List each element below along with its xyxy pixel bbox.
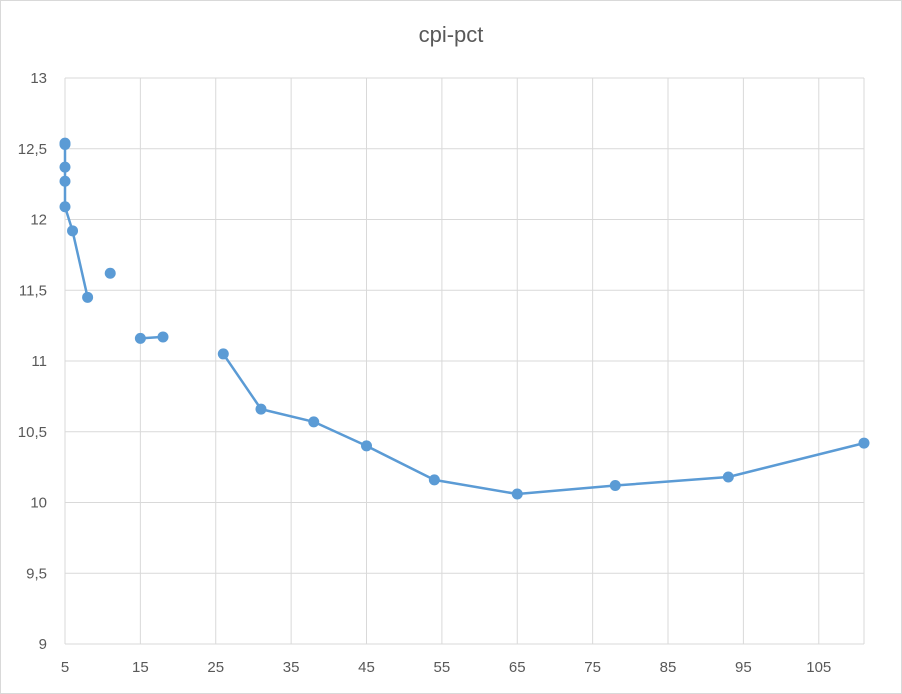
data-point xyxy=(59,161,71,173)
data-point xyxy=(609,480,621,492)
x-tick-label: 45 xyxy=(358,659,375,676)
chart-title: cpi-pct xyxy=(418,22,484,47)
data-point xyxy=(104,267,116,279)
series-line xyxy=(222,353,865,496)
x-tick-label: 95 xyxy=(735,659,752,676)
y-tick-label: 12,5 xyxy=(18,141,47,158)
data-point xyxy=(217,348,229,360)
data-point xyxy=(82,291,94,303)
data-point xyxy=(858,437,870,449)
x-tick-label: 35 xyxy=(283,659,300,676)
y-tick-label: 9 xyxy=(39,636,47,653)
data-point xyxy=(308,416,320,428)
x-tick-label: 65 xyxy=(509,659,526,676)
y-tick-label: 10,5 xyxy=(18,424,47,441)
y-tick-label: 10 xyxy=(30,495,47,512)
data-point xyxy=(428,474,440,486)
data-point xyxy=(59,201,71,213)
data-point xyxy=(511,488,523,500)
y-tick-label: 11 xyxy=(31,353,47,370)
data-point xyxy=(59,137,71,149)
y-tick-label: 9,5 xyxy=(26,565,47,582)
data-point xyxy=(157,331,169,343)
data-point xyxy=(255,403,267,415)
data-point xyxy=(134,332,146,344)
x-tick-label: 105 xyxy=(806,659,831,676)
x-tick-label: 25 xyxy=(207,659,224,676)
x-tick-label: 55 xyxy=(434,659,451,676)
x-tick-label: 5 xyxy=(61,659,69,676)
x-tick-label: 15 xyxy=(132,659,149,676)
data-point xyxy=(722,471,734,483)
y-tick-label: 11,5 xyxy=(19,282,47,299)
data-point xyxy=(59,175,71,187)
x-tick-label: 85 xyxy=(660,659,677,676)
x-tick-label: 75 xyxy=(584,659,601,676)
y-tick-label: 12 xyxy=(30,212,47,229)
data-point xyxy=(67,225,79,237)
data-point xyxy=(361,440,373,452)
y-tick-label: 13 xyxy=(30,70,47,87)
